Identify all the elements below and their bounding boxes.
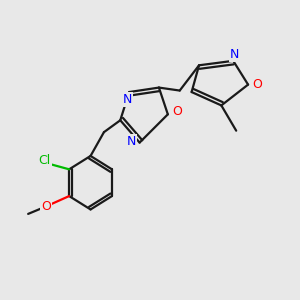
- Text: Cl: Cl: [38, 154, 51, 167]
- Text: O: O: [41, 200, 51, 213]
- Text: O: O: [172, 106, 182, 118]
- Text: N: N: [127, 135, 136, 148]
- Text: O: O: [252, 78, 262, 91]
- Text: N: N: [123, 93, 132, 106]
- Text: N: N: [230, 48, 239, 62]
